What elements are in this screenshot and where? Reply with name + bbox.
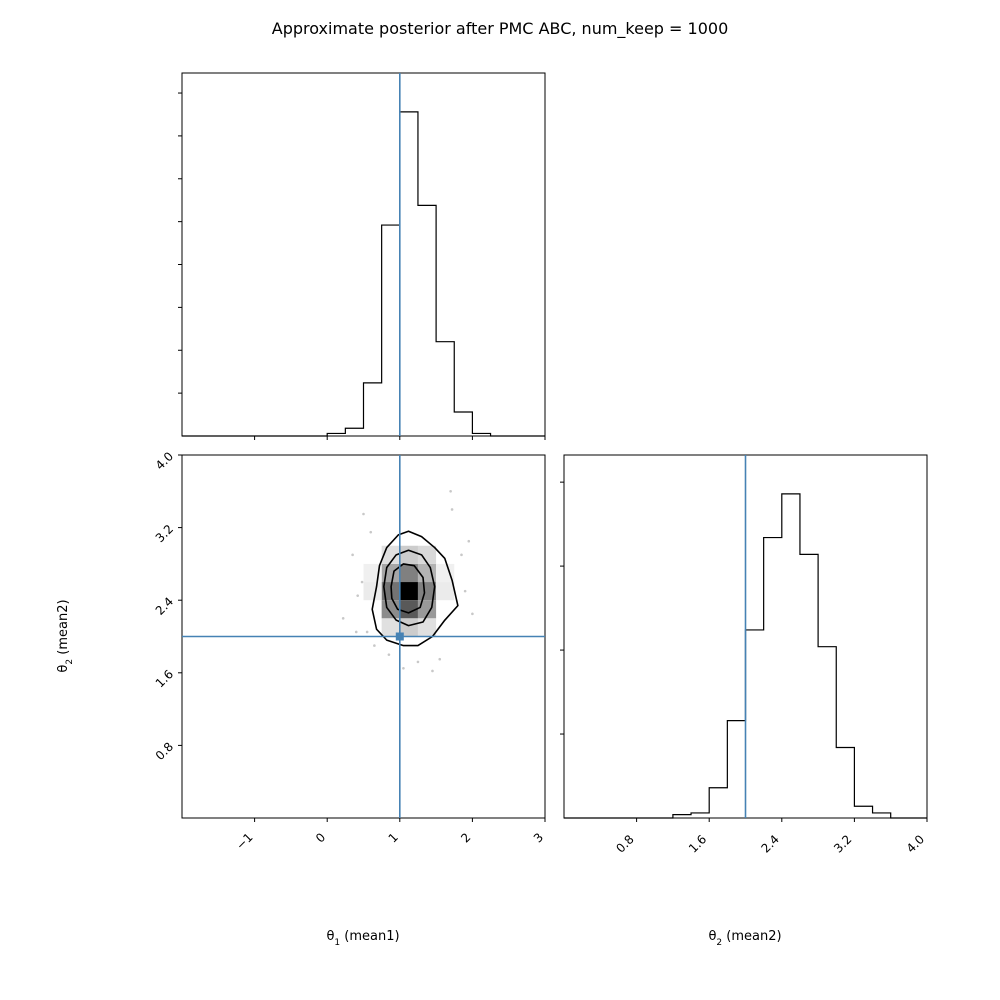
- x-tick-label: −1: [233, 830, 255, 852]
- scatter-point: [341, 617, 345, 620]
- y-axis-label-theta2: θ2 (mean2): [56, 599, 75, 672]
- x-tick-label: 3.2: [831, 832, 854, 855]
- scatter-point: [356, 594, 359, 597]
- x-axis-label-theta2: θ2 (mean2): [708, 929, 781, 948]
- figure-title: Approximate posterior after PMC ABC, num…: [272, 19, 729, 39]
- heatmap-cell: [436, 582, 455, 601]
- heatmap-cell: [399, 563, 418, 583]
- scatter-point: [387, 653, 391, 656]
- x-tick-label: 3: [531, 830, 546, 845]
- theta1-marginal-panel: [178, 72, 546, 440]
- heatmap-cell: [399, 618, 418, 637]
- scatter-point: [351, 553, 354, 557]
- scatter-point: [449, 490, 452, 493]
- heatmap-cell: [417, 545, 437, 564]
- x-tick-label: 0.8: [613, 832, 636, 855]
- heatmap-cell: [399, 582, 418, 601]
- heatmap-cell: [381, 618, 400, 637]
- scatter-point: [416, 660, 420, 664]
- heatmap-cell: [417, 582, 437, 601]
- theta2-histogram-step: [564, 493, 927, 819]
- scatter-point: [365, 630, 369, 634]
- theta2-marginal-panel: 0.8 1.6 2.4 3.2 4.0: [560, 454, 928, 856]
- y-tick-label: 1.6: [153, 667, 176, 690]
- joint-truth-marker: [395, 632, 404, 641]
- heatmap-cell: [436, 563, 455, 583]
- x-tick-label: 2.4: [759, 832, 782, 855]
- scatter-point: [438, 657, 442, 661]
- y-tick-label: 2.4: [153, 594, 176, 617]
- joint-posterior-panel: −1 0 1 2 3 0.8 1.6 2.4 3.2 4.0: [153, 449, 546, 852]
- scatter-point: [354, 630, 358, 634]
- contour-level-2: [383, 549, 436, 627]
- contour-level-1: [371, 530, 459, 647]
- scatter-point: [373, 644, 376, 647]
- x-tick-label: 2: [458, 830, 473, 845]
- theta1-histogram-step: [182, 111, 545, 437]
- panel-frame: [181, 72, 546, 437]
- scatter-point: [360, 580, 364, 584]
- y-tick-label: 0.8: [153, 740, 176, 763]
- x-tick-label: 0: [313, 830, 328, 845]
- y-tick-label: 4.0: [153, 449, 176, 472]
- scatter-point: [467, 539, 471, 543]
- x-tick-label: 1.6: [686, 832, 709, 855]
- x-axis-label-theta1: θ1 (mean1): [326, 929, 399, 948]
- scatter-point: [463, 589, 467, 593]
- x-tick-label: 1: [386, 830, 401, 845]
- scatter-point: [471, 612, 474, 616]
- heatmap-cell: [363, 582, 382, 601]
- heatmap-cell: [417, 618, 437, 637]
- scatter-point: [362, 512, 365, 516]
- scatter-point: [460, 553, 463, 557]
- scatter-point: [450, 508, 454, 511]
- y-tick-label: 3.2: [153, 522, 176, 545]
- scatter-point: [431, 669, 434, 673]
- scatter-point: [402, 666, 405, 670]
- heatmap-cell: [399, 600, 418, 619]
- x-tick-label: 4.0: [904, 832, 927, 855]
- heatmap-cell: [399, 545, 418, 564]
- scatter-point: [369, 530, 373, 534]
